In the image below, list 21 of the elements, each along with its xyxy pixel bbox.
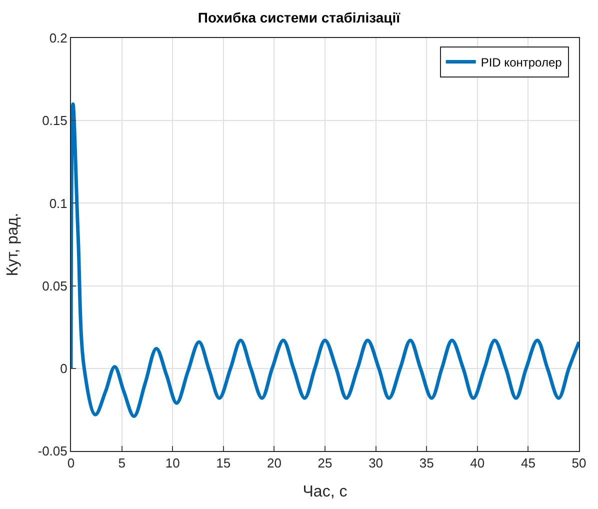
x-tick-label: 25 xyxy=(318,456,332,471)
x-tick-label: 20 xyxy=(266,456,282,471)
x-tick-label: 45 xyxy=(520,456,536,471)
x-tick-label: 40 xyxy=(470,456,485,471)
x-tick-label: 5 xyxy=(118,456,126,471)
y-tick-label: 0.15 xyxy=(42,113,68,128)
y-axis-title: Кут, рад. xyxy=(4,212,22,276)
x-tick-label: 10 xyxy=(165,456,180,471)
y-tick-label: 0.1 xyxy=(49,196,68,211)
x-tick-label: 50 xyxy=(572,456,586,471)
y-tick-label: -0.05 xyxy=(38,444,68,459)
line-series xyxy=(71,102,579,418)
x-axis-title: Час, с xyxy=(302,483,348,500)
x-tick-label: 30 xyxy=(368,456,384,471)
x-tick-label: 15 xyxy=(216,456,231,471)
y-tick-label: 0.05 xyxy=(42,278,68,294)
y-tick-label: 0.2 xyxy=(49,30,68,46)
x-tick-label: 35 xyxy=(419,456,434,471)
legend-label: PID контролер xyxy=(480,55,562,70)
y-tick-label: 0 xyxy=(60,360,68,376)
chart-title: Похибка системи стабілізації xyxy=(198,10,402,26)
